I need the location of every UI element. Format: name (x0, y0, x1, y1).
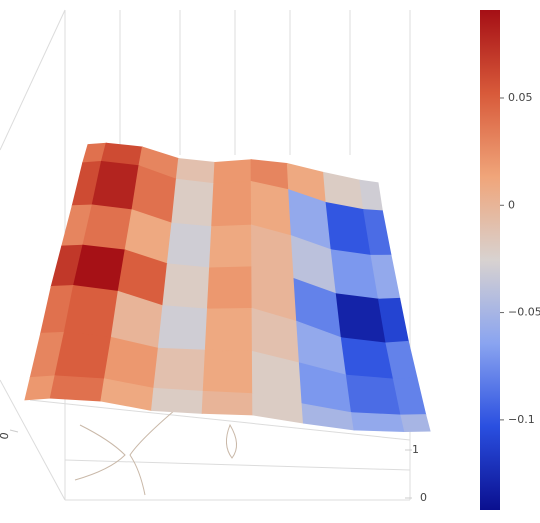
floor-contours (74, 409, 237, 496)
surface-cell (54, 331, 112, 380)
surface (24, 142, 431, 433)
axes: 0.05 0 −0.05 −0.1 0 0 1 (0, 91, 540, 504)
surface-cell (171, 178, 215, 228)
colorbar-tick-label: 0.05 (508, 91, 533, 104)
y-tick-label: 0 (420, 491, 427, 504)
colorbar (480, 10, 500, 510)
surface-cell (49, 375, 105, 402)
colorbar-tick-label: −0.1 (508, 413, 535, 426)
surface-cell (72, 244, 126, 293)
surface-cell (206, 266, 253, 310)
surface-cell (63, 285, 119, 339)
x-tick-label: 0 (0, 431, 12, 440)
surface-cell (202, 349, 254, 395)
colorbar-tick-label: 0 (508, 198, 515, 211)
surface-cell (211, 181, 253, 228)
colorbar-tick-label: −0.05 (508, 306, 540, 319)
surface-cell (151, 387, 204, 414)
surface-cell (213, 159, 252, 185)
scene-box (0, 9, 411, 501)
surface-cell (162, 263, 211, 310)
surface-cell (204, 307, 253, 352)
surface-cell (359, 179, 383, 212)
y-tick-label: 1 (412, 443, 419, 456)
surface-cell (209, 224, 253, 269)
surface-cell (350, 412, 406, 433)
surface-cell (82, 204, 133, 251)
surface-cell (201, 390, 254, 416)
surface-cell (153, 347, 206, 392)
surface-cell (345, 374, 402, 416)
surface-cell (400, 414, 431, 432)
x-tick (9, 429, 19, 433)
surface-cell (157, 305, 208, 351)
surface-cell (340, 337, 395, 380)
surface-cell (166, 222, 213, 269)
